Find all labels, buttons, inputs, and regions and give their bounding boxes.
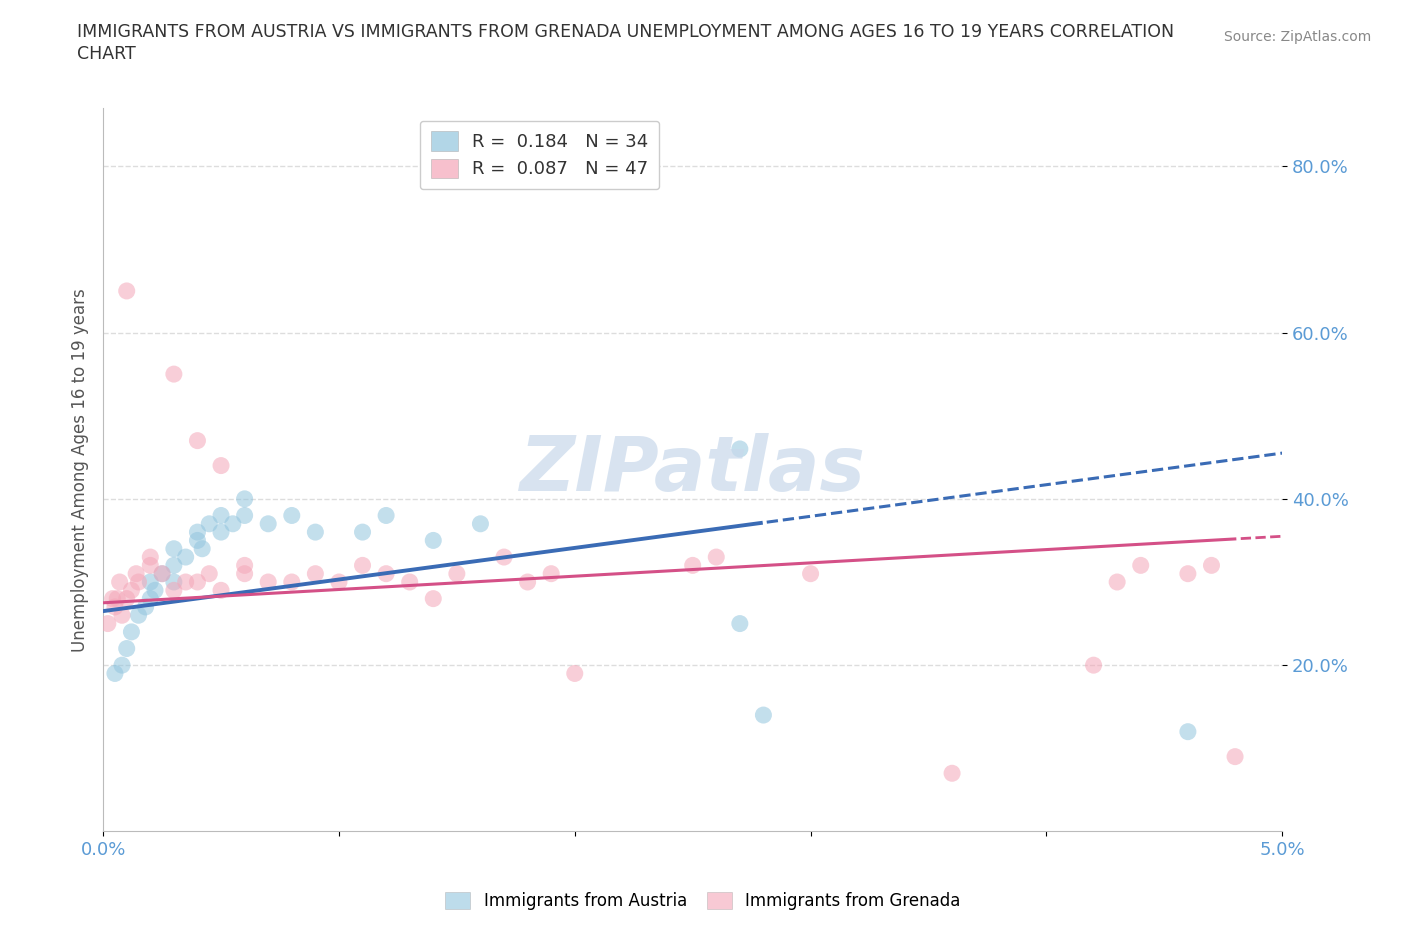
Point [328, 575, 350, 590]
Text: Source: ZipAtlas.com: Source: ZipAtlas.com [1223, 30, 1371, 44]
Point [352, 558, 374, 573]
Point [1107, 575, 1129, 590]
Point [446, 566, 468, 581]
Point [186, 433, 208, 448]
Point [186, 533, 208, 548]
Point [540, 566, 562, 581]
Point [120, 583, 142, 598]
Point [470, 516, 492, 531]
Point [163, 366, 186, 381]
Point [139, 575, 162, 590]
Point [150, 566, 173, 581]
Point [422, 533, 444, 548]
Point [115, 641, 138, 656]
Point [1083, 658, 1105, 672]
Point [209, 525, 232, 539]
Point [198, 566, 221, 581]
Text: CHART: CHART [77, 45, 136, 62]
Point [728, 442, 751, 457]
Point [257, 516, 280, 531]
Point [101, 591, 124, 606]
Point [422, 591, 444, 606]
Point [120, 624, 142, 639]
Point [198, 516, 221, 531]
Point [516, 575, 538, 590]
Point [564, 666, 586, 681]
Point [125, 566, 148, 581]
Point [174, 575, 197, 590]
Point [139, 591, 162, 606]
Text: IMMIGRANTS FROM AUSTRIA VS IMMIGRANTS FROM GRENADA UNEMPLOYMENT AMONG AGES 16 TO: IMMIGRANTS FROM AUSTRIA VS IMMIGRANTS FR… [77, 23, 1174, 41]
Point [105, 591, 128, 606]
Point [174, 550, 197, 565]
Point [163, 558, 186, 573]
Point [209, 508, 232, 523]
Point [186, 525, 208, 539]
Point [163, 541, 186, 556]
Point [704, 550, 727, 565]
Point [682, 558, 704, 573]
Point [115, 591, 138, 606]
Point [1201, 558, 1223, 573]
Point [492, 550, 515, 565]
Point [1177, 724, 1199, 739]
Point [398, 575, 420, 590]
Point [209, 583, 232, 598]
Point [233, 508, 256, 523]
Point [257, 575, 280, 590]
Point [222, 516, 245, 531]
Point [352, 525, 374, 539]
Point [281, 508, 304, 523]
Point [752, 708, 775, 723]
Point [233, 491, 256, 506]
Point [111, 608, 134, 623]
Legend: R =  0.184   N = 34, R =  0.087   N = 47: R = 0.184 N = 34, R = 0.087 N = 47 [419, 121, 659, 190]
Point [163, 583, 186, 598]
Point [163, 575, 186, 590]
Point [104, 666, 127, 681]
Point [191, 541, 214, 556]
Point [209, 458, 232, 473]
Point [139, 558, 162, 573]
Point [1177, 566, 1199, 581]
Point [941, 765, 963, 780]
Point [135, 600, 157, 615]
Point [111, 658, 134, 672]
Point [128, 608, 150, 623]
Text: ZIPatlas: ZIPatlas [520, 432, 866, 507]
Legend: Immigrants from Austria, Immigrants from Grenada: Immigrants from Austria, Immigrants from… [439, 885, 967, 917]
Point [304, 525, 326, 539]
Point [108, 575, 131, 590]
Point [304, 566, 326, 581]
Point [1223, 750, 1246, 764]
Point [128, 575, 150, 590]
Point [115, 284, 138, 299]
Point [1129, 558, 1152, 573]
Point [281, 575, 304, 590]
Point [375, 566, 398, 581]
Point [375, 508, 398, 523]
Point [186, 575, 208, 590]
Point [139, 550, 162, 565]
Point [97, 617, 120, 631]
Point [104, 600, 127, 615]
Point [150, 566, 173, 581]
Point [233, 558, 256, 573]
Y-axis label: Unemployment Among Ages 16 to 19 years: Unemployment Among Ages 16 to 19 years [72, 288, 89, 652]
Point [143, 583, 166, 598]
Point [728, 617, 751, 631]
Point [233, 566, 256, 581]
Point [800, 566, 823, 581]
